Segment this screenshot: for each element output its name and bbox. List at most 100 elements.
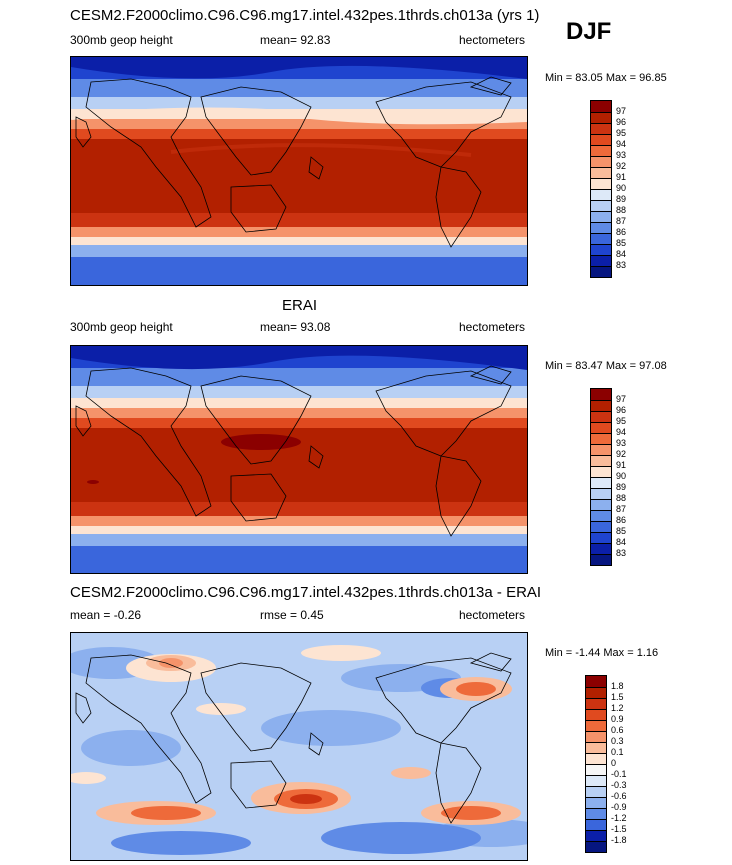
colorbar-tick-label: 97 — [616, 394, 627, 404]
colorbar-tick-label: 96 — [616, 117, 627, 127]
colorbar-swatch — [591, 233, 611, 244]
colorbar-tick-label: 91 — [616, 460, 627, 470]
colorbar-swatch — [586, 775, 606, 786]
colorbar-swatch — [591, 455, 611, 466]
colorbar-swatch — [591, 145, 611, 156]
colorbar-tick-label: 87 — [616, 216, 627, 226]
colorbar-swatch — [586, 764, 606, 775]
colorbar-tick-label: 83 — [616, 260, 627, 270]
panel2-units-label: hectometers — [459, 320, 526, 334]
panel1-units-label: hectometers — [459, 33, 526, 47]
panel2-erai-map — [70, 345, 528, 574]
colorbar-swatch — [591, 532, 611, 543]
colorbar-tick-label: 92 — [616, 161, 627, 171]
colorbar-tick-label: -0.1 — [611, 769, 627, 779]
colorbar-swatch — [591, 554, 611, 565]
colorbar-swatch — [586, 819, 606, 830]
colorbar-tick-label: 83 — [616, 548, 627, 558]
colorbar-tick-label: 96 — [616, 405, 627, 415]
colorbar-tick-label: -0.9 — [611, 802, 627, 812]
panel2-variable-label: 300mb geop height — [70, 320, 173, 334]
colorbar-tick-label: 85 — [616, 238, 627, 248]
colorbar-swatch — [586, 731, 606, 742]
colorbar-tick-label: -1.8 — [611, 835, 627, 845]
colorbar-swatch — [591, 389, 611, 400]
panel1-model-map — [70, 56, 528, 286]
colorbar-swatch — [591, 510, 611, 521]
panel3-colorbar — [585, 675, 607, 853]
colorbar-tick-label: -1.5 — [611, 824, 627, 834]
colorbar-tick-label: 1.2 — [611, 703, 624, 713]
panel2-colorbar — [590, 388, 612, 566]
colorbar-swatch — [591, 266, 611, 277]
panel1-variable-label: 300mb geop height — [70, 33, 173, 47]
panel1-colorbar — [590, 100, 612, 278]
colorbar-tick-label: 95 — [616, 128, 627, 138]
colorbar-swatch — [586, 709, 606, 720]
colorbar-tick-label: -0.3 — [611, 780, 627, 790]
panel2-minmax: Min = 83.47 Max = 97.08 — [545, 360, 667, 372]
colorbar-tick-label: 88 — [616, 205, 627, 215]
colorbar-tick-label: 85 — [616, 526, 627, 536]
colorbar-swatch — [591, 477, 611, 488]
colorbar-tick-label: 93 — [616, 150, 627, 160]
colorbar-swatch — [591, 178, 611, 189]
colorbar-swatch — [586, 676, 606, 687]
colorbar-swatch — [586, 698, 606, 709]
colorbar-swatch — [591, 543, 611, 554]
colorbar-swatch — [591, 123, 611, 134]
colorbar-swatch — [586, 742, 606, 753]
colorbar-tick-label: 86 — [616, 515, 627, 525]
panel2-title: ERAI — [282, 297, 318, 314]
panel1-minmax: Min = 83.05 Max = 96.85 — [545, 72, 667, 84]
colorbar-swatch — [591, 101, 611, 112]
colorbar-tick-label: 84 — [616, 537, 627, 547]
panel1-title: CESM2.F2000climo.C96.C96.mg17.intel.432p… — [70, 7, 540, 24]
panel2-mean-label: mean= 93.08 — [260, 320, 331, 334]
colorbar-swatch — [591, 422, 611, 433]
colorbar-tick-label: 90 — [616, 183, 627, 193]
colorbar-tick-label: 0.9 — [611, 714, 624, 724]
colorbar-tick-label: 86 — [616, 227, 627, 237]
colorbar-tick-label: 1.5 — [611, 692, 624, 702]
colorbar-tick-label: -0.6 — [611, 791, 627, 801]
panel3-units-label: hectometers — [459, 608, 526, 622]
colorbar-swatch — [591, 156, 611, 167]
colorbar-tick-label: 93 — [616, 438, 627, 448]
colorbar-tick-label: 84 — [616, 249, 627, 259]
colorbar-tick-label: 95 — [616, 416, 627, 426]
colorbar-swatch — [591, 200, 611, 211]
colorbar-swatch — [586, 841, 606, 852]
colorbar-swatch — [586, 753, 606, 764]
colorbar-tick-label: 1.8 — [611, 681, 624, 691]
panel1-map-svg — [71, 57, 527, 285]
colorbar-swatch — [586, 687, 606, 698]
colorbar-swatch — [586, 786, 606, 797]
colorbar-swatch — [591, 244, 611, 255]
colorbar-tick-label: 0.6 — [611, 725, 624, 735]
panel3-mean-label: mean = -0.26 — [70, 608, 142, 622]
panel3-minmax: Min = -1.44 Max = 1.16 — [545, 647, 659, 659]
colorbar-swatch — [586, 797, 606, 808]
colorbar-swatch — [591, 222, 611, 233]
colorbar-tick-label: 89 — [616, 194, 627, 204]
colorbar-swatch — [591, 521, 611, 532]
colorbar-swatch — [591, 400, 611, 411]
colorbar-tick-label: 90 — [616, 471, 627, 481]
panel3-title: CESM2.F2000climo.C96.C96.mg17.intel.432p… — [70, 584, 542, 601]
colorbar-swatch — [591, 167, 611, 178]
panel3-rmse-label: rmse = 0.45 — [260, 608, 324, 622]
colorbar-tick-label: 88 — [616, 493, 627, 503]
colorbar-swatch — [591, 112, 611, 123]
colorbar-swatch — [591, 134, 611, 145]
panel2-map-svg — [71, 346, 527, 573]
colorbar-swatch — [591, 189, 611, 200]
colorbar-swatch — [586, 830, 606, 841]
colorbar-swatch — [591, 255, 611, 266]
colorbar-tick-label: -1.2 — [611, 813, 627, 823]
colorbar-tick-label: 87 — [616, 504, 627, 514]
colorbar-tick-label: 94 — [616, 427, 627, 437]
colorbar-tick-label: 89 — [616, 482, 627, 492]
colorbar-swatch — [591, 499, 611, 510]
colorbar-tick-label: 0.3 — [611, 736, 624, 746]
